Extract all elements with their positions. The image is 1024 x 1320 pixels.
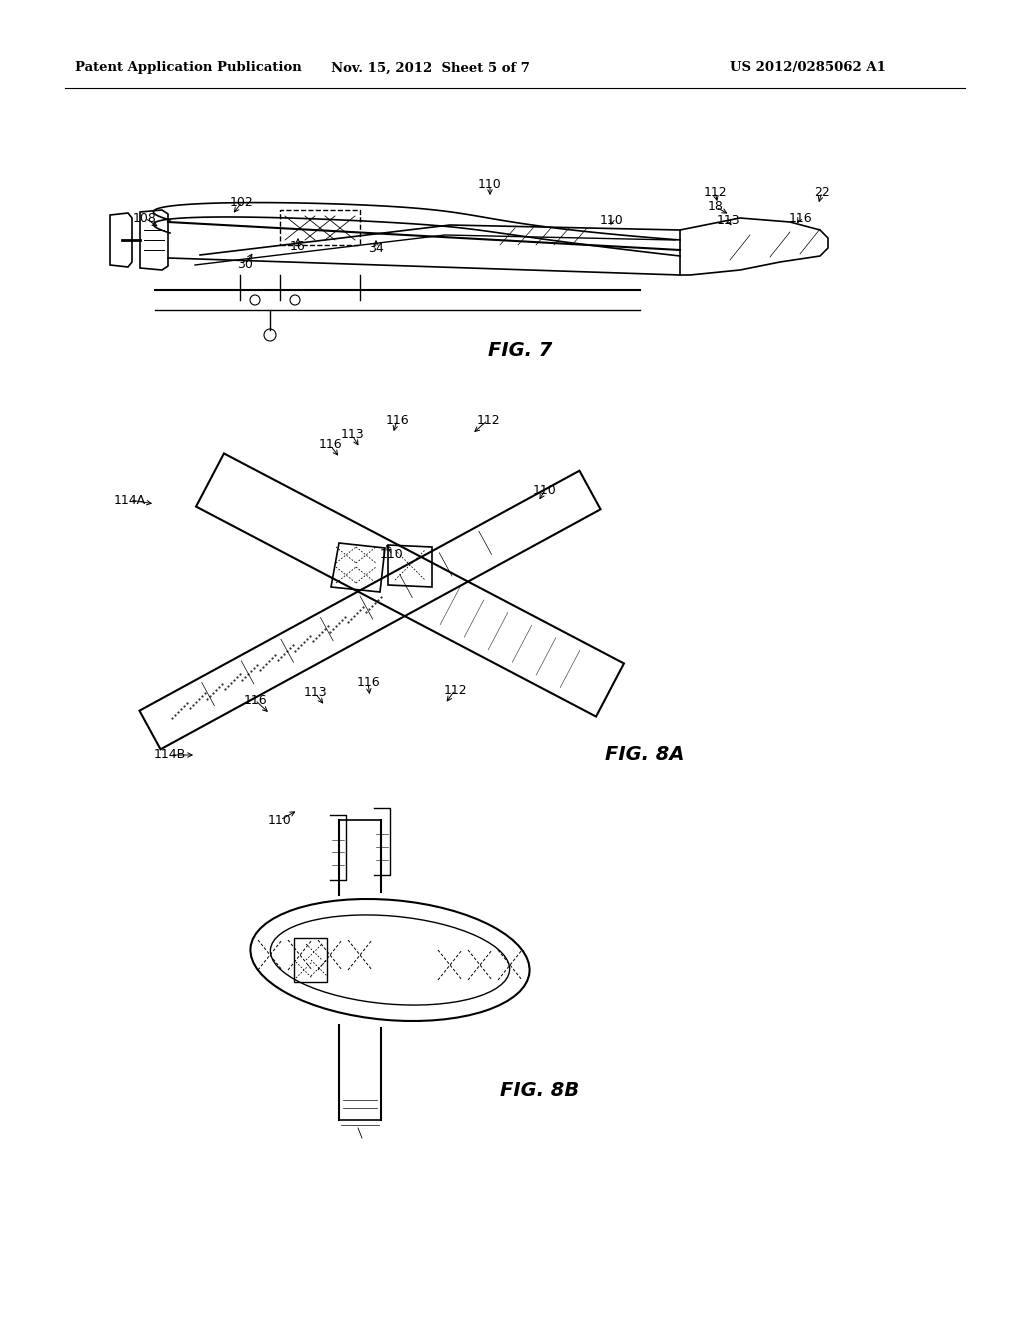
Text: 112: 112	[703, 186, 727, 198]
Text: 116: 116	[243, 693, 267, 706]
Text: 112: 112	[476, 413, 500, 426]
Text: 34: 34	[368, 242, 384, 255]
Text: 113: 113	[716, 214, 739, 227]
Text: US 2012/0285062 A1: US 2012/0285062 A1	[730, 62, 886, 74]
Text: 102: 102	[230, 195, 254, 209]
Text: 112: 112	[443, 684, 467, 697]
Text: 108: 108	[133, 211, 157, 224]
Text: 116: 116	[788, 211, 812, 224]
Text: 30: 30	[238, 259, 253, 272]
Text: 114B: 114B	[154, 748, 186, 762]
Text: 110: 110	[534, 483, 557, 496]
Text: Nov. 15, 2012  Sheet 5 of 7: Nov. 15, 2012 Sheet 5 of 7	[331, 62, 529, 74]
Text: 116: 116	[385, 413, 409, 426]
Bar	[280, 210, 360, 246]
Text: 116: 116	[356, 676, 380, 689]
Text: 18: 18	[708, 201, 724, 214]
Text: FIG. 7: FIG. 7	[487, 341, 552, 359]
Text: 16: 16	[290, 239, 306, 252]
Text: 110: 110	[380, 549, 403, 561]
Text: 113: 113	[340, 429, 364, 441]
Text: 110: 110	[478, 178, 502, 191]
Text: FIG. 8A: FIG. 8A	[605, 746, 685, 764]
Text: Patent Application Publication: Patent Application Publication	[75, 62, 302, 74]
Text: 110: 110	[268, 813, 292, 826]
Text: 113: 113	[303, 686, 327, 700]
Text: 110: 110	[600, 214, 624, 227]
Text: FIG. 8B: FIG. 8B	[501, 1081, 580, 1100]
Text: 22: 22	[814, 186, 829, 198]
Text: 116: 116	[318, 438, 342, 451]
Text: 114A: 114A	[114, 494, 146, 507]
